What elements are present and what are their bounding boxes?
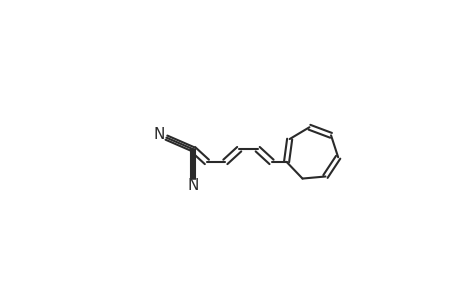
Text: N: N	[187, 178, 198, 193]
Text: N: N	[153, 127, 164, 142]
